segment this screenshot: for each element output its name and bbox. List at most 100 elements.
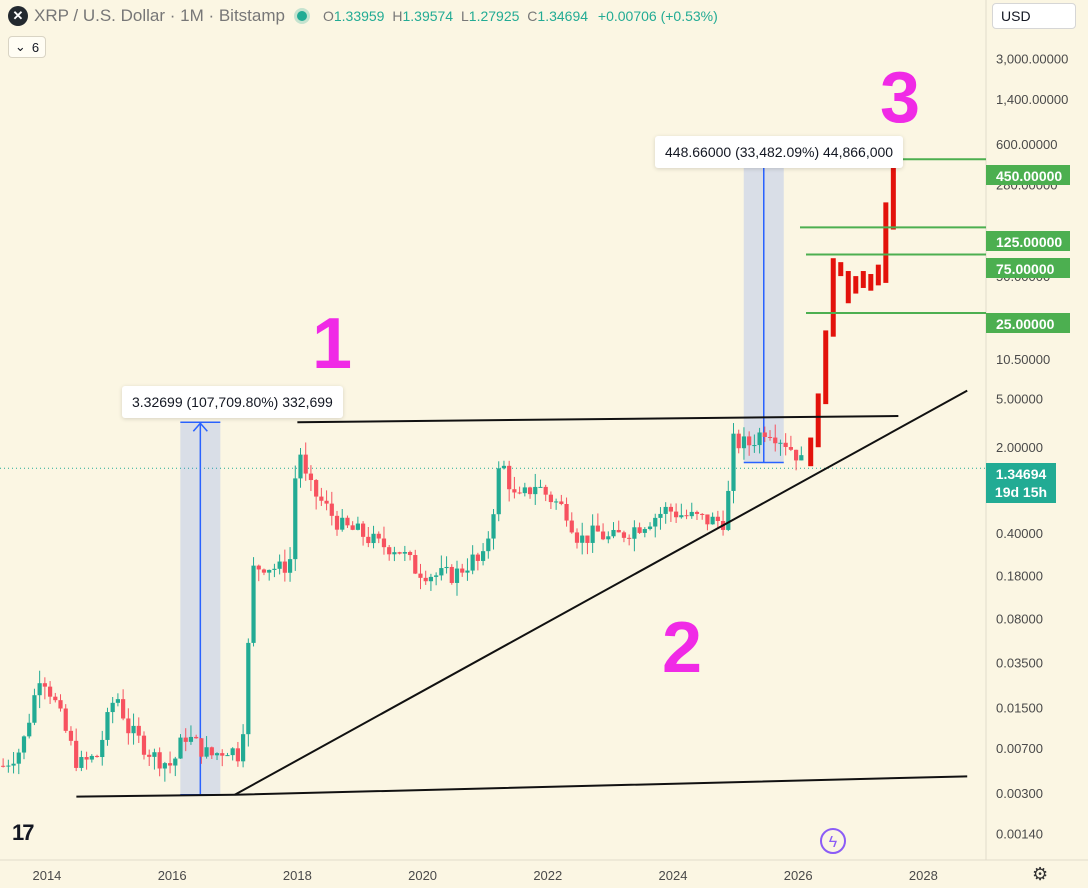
trendline-2 bbox=[234, 389, 968, 796]
open-value: 1.33959 bbox=[333, 8, 385, 24]
projection-bar bbox=[823, 330, 829, 405]
candle-body bbox=[47, 686, 53, 697]
projection-bar bbox=[868, 274, 874, 291]
candle-body bbox=[580, 535, 585, 543]
candle-body bbox=[53, 696, 58, 701]
candle-body bbox=[267, 569, 272, 573]
y-tick-label: 5.00000 bbox=[996, 392, 1043, 407]
projection-bar bbox=[890, 159, 896, 230]
candle-body bbox=[512, 489, 517, 493]
candle-body bbox=[762, 432, 767, 437]
candle-body bbox=[658, 513, 663, 518]
x-tick-label: 2028 bbox=[909, 868, 938, 883]
y-tick-label: 0.18000 bbox=[996, 568, 1043, 583]
candle-body bbox=[220, 753, 225, 756]
candle-body bbox=[241, 734, 246, 762]
candle-body bbox=[314, 480, 319, 497]
x-tick-label: 2026 bbox=[784, 868, 813, 883]
candle-body bbox=[131, 725, 136, 734]
candle-body bbox=[543, 486, 548, 495]
projection-bar bbox=[875, 264, 881, 286]
candle-body bbox=[376, 533, 381, 539]
current-price-tag: 1.34694 19d 15h bbox=[986, 463, 1056, 503]
candle-body bbox=[486, 538, 491, 552]
candle-body bbox=[585, 535, 590, 543]
candle-body bbox=[178, 737, 183, 759]
candle-body bbox=[199, 738, 204, 757]
candle-body bbox=[783, 442, 788, 448]
candle-body bbox=[522, 487, 527, 494]
candle-body bbox=[121, 699, 126, 719]
candle-body bbox=[74, 740, 79, 768]
candle-body bbox=[689, 511, 694, 517]
currency-select[interactable]: USD bbox=[992, 3, 1076, 29]
candle-body bbox=[58, 700, 63, 709]
candle-body bbox=[621, 532, 627, 538]
candle-body bbox=[747, 436, 752, 446]
candle-body bbox=[371, 533, 376, 544]
measure-arrowhead bbox=[192, 422, 208, 432]
candle-body bbox=[63, 708, 68, 731]
change-value: +0.00706 (+0.53%) bbox=[597, 8, 718, 24]
candle-body bbox=[590, 525, 595, 543]
candle-body bbox=[381, 538, 387, 548]
candle-body bbox=[449, 566, 454, 583]
candle-body bbox=[235, 748, 240, 762]
candle-body bbox=[475, 554, 480, 561]
candle-body bbox=[700, 513, 705, 515]
candle-body bbox=[194, 736, 199, 739]
candle-body bbox=[554, 501, 559, 503]
candle-body bbox=[548, 494, 554, 503]
current-price-value: 1.34694 bbox=[995, 466, 1047, 482]
ohlc-values: O1.33959 H1.39574 L1.27925 C1.34694 +0.0… bbox=[322, 8, 718, 24]
candle-body bbox=[287, 559, 293, 573]
indicators-toggle[interactable]: ⌄ 6 bbox=[8, 36, 46, 58]
candle-body bbox=[360, 523, 366, 537]
trendline-3 bbox=[297, 414, 899, 424]
candle-body bbox=[209, 747, 214, 756]
y-tick-label: 10.50000 bbox=[996, 352, 1050, 367]
candle-body bbox=[767, 436, 773, 438]
candle-body bbox=[308, 473, 314, 481]
candle-body bbox=[564, 504, 569, 521]
candle-body bbox=[731, 433, 736, 491]
candle-body bbox=[214, 753, 220, 756]
candle-body bbox=[110, 702, 115, 713]
candle-body bbox=[246, 642, 251, 735]
candle-body bbox=[454, 568, 460, 583]
y-tick-label: 0.08000 bbox=[996, 611, 1043, 626]
y-tick-label: 0.00140 bbox=[996, 826, 1043, 841]
candle-body bbox=[788, 447, 793, 450]
candle-body bbox=[616, 529, 621, 533]
candle-body bbox=[741, 436, 747, 449]
candle-body bbox=[752, 445, 757, 447]
candle-body bbox=[94, 755, 100, 758]
level-tag-75: 75.00000 bbox=[986, 258, 1070, 278]
candle-body bbox=[637, 527, 642, 533]
candle-body bbox=[105, 712, 110, 740]
candle-body bbox=[204, 747, 209, 757]
candle-body bbox=[1, 765, 6, 767]
candle-body bbox=[407, 551, 413, 556]
candle-body bbox=[569, 520, 574, 533]
projection-bar bbox=[845, 271, 851, 304]
candle-body bbox=[794, 449, 799, 461]
lightning-icon[interactable]: ϟ bbox=[820, 828, 846, 854]
candle-body bbox=[272, 568, 277, 570]
candle-body bbox=[319, 496, 324, 501]
candle-body bbox=[501, 465, 507, 469]
candle-body bbox=[84, 757, 89, 760]
y-tick-label: 600.00000 bbox=[996, 137, 1057, 152]
xrp-logo-icon: ✕ bbox=[8, 6, 28, 26]
symbol-title[interactable]: XRP / U.S. Dollar · 1M · Bitstamp bbox=[34, 6, 285, 25]
measure-label-1: 3.32699 (107,709.80%) 332,699 bbox=[122, 386, 343, 418]
candle-body bbox=[324, 500, 329, 504]
candle-body bbox=[507, 465, 512, 490]
settings-gear-icon[interactable]: ⚙ bbox=[1032, 864, 1049, 884]
candle-body bbox=[559, 501, 564, 505]
low-value: 1.27925 bbox=[468, 8, 520, 24]
candle-body bbox=[42, 683, 47, 687]
candle-body bbox=[611, 529, 616, 537]
candle-body bbox=[517, 492, 522, 494]
